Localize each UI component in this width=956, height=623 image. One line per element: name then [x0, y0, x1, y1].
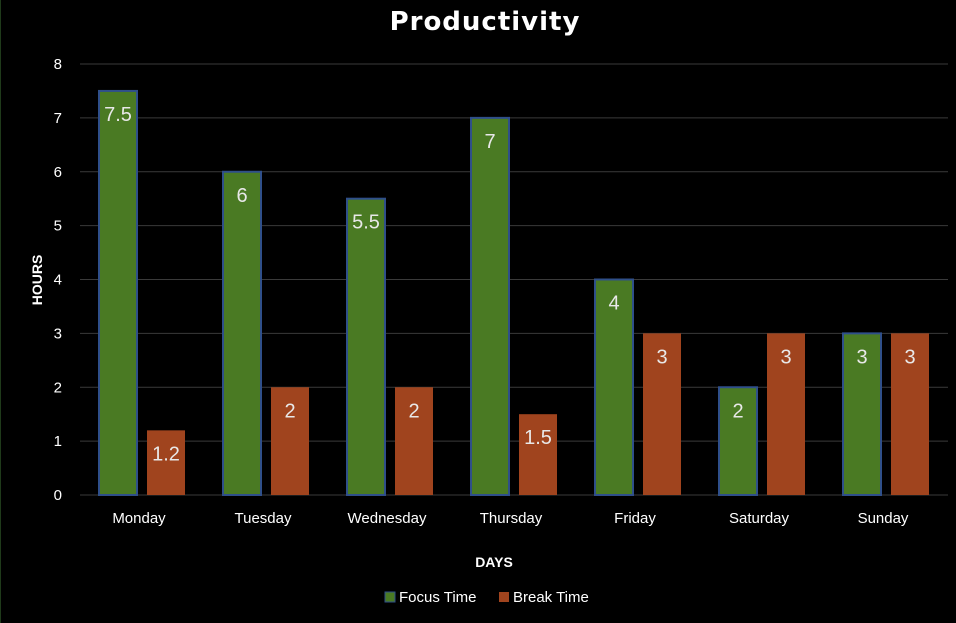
data-label: 2: [408, 400, 419, 422]
data-label: 2: [284, 400, 295, 422]
x-axis-label: DAYS: [475, 554, 513, 570]
legend-entry: Focus Time: [399, 589, 477, 606]
x-tick-label: Thursday: [480, 510, 543, 527]
data-label: 5.5: [352, 212, 380, 234]
y-tick-label: 8: [54, 56, 62, 73]
bar-focus-tuesday: [222, 170, 262, 496]
y-tick-label: 3: [54, 325, 62, 342]
data-label: 3: [656, 346, 667, 368]
data-labels: 7.5 1.2 6 2 5.5 2 7 1.5 4 3 2 3 3 3: [104, 104, 915, 465]
data-label: 2: [732, 400, 743, 422]
bar-break-monday: [147, 430, 185, 495]
bar-focus-saturday: [718, 386, 758, 496]
y-tick-label: 5: [54, 218, 62, 235]
bar-break-wednesday: [395, 387, 433, 495]
legend: Focus Time Break Time: [384, 589, 589, 606]
x-tick-label: Sunday: [858, 510, 909, 527]
data-label: 1.2: [152, 443, 180, 465]
y-tick-label: 7: [54, 110, 62, 127]
legend-swatch: [499, 592, 509, 602]
data-label: 3: [780, 346, 791, 368]
data-label: 7.5: [104, 104, 132, 126]
data-label: 7: [484, 131, 495, 153]
bar-focus-monday: [98, 89, 138, 496]
data-label: 6: [236, 185, 247, 207]
x-tick-label: Friday: [614, 510, 656, 527]
data-label: 3: [904, 346, 915, 368]
y-tick-label: 4: [54, 272, 62, 289]
data-label: 1.5: [524, 427, 552, 449]
bar-focus-friday: [594, 278, 634, 496]
data-label: 3: [856, 346, 867, 368]
y-tick-label: 0: [54, 487, 62, 504]
y-tick-label: 1: [54, 433, 62, 450]
bar-break-saturday: [767, 333, 805, 495]
legend-entry: Break Time: [513, 589, 589, 606]
bar-break-sunday: [891, 333, 929, 495]
x-tick-label: Saturday: [729, 510, 790, 527]
bar-break-tuesday: [271, 387, 309, 495]
bar-focus-wednesday: [346, 197, 386, 496]
x-axis-ticks: Monday Tuesday Wednesday Thursday Friday Satu…: [112, 510, 909, 527]
bar-break-friday: [643, 333, 681, 495]
bar-break-thursday: [519, 414, 557, 495]
chart-title: Productivity: [390, 7, 581, 37]
x-tick-label: Wednesday: [348, 510, 427, 527]
legend-swatch: [384, 591, 396, 603]
y-tick-label: 2: [54, 379, 62, 396]
y-tick-label: 6: [54, 164, 62, 181]
bar-focus-thursday: [470, 116, 510, 496]
bars: [98, 89, 929, 496]
y-axis-ticks: 0 1 2 3 4 5 6 7 8: [54, 56, 62, 504]
y-axis-label: HOURS: [29, 255, 45, 306]
x-tick-label: Monday: [112, 510, 166, 527]
x-tick-label: Tuesday: [235, 510, 292, 527]
data-label: 4: [608, 293, 619, 315]
bar-focus-sunday: [842, 332, 882, 496]
